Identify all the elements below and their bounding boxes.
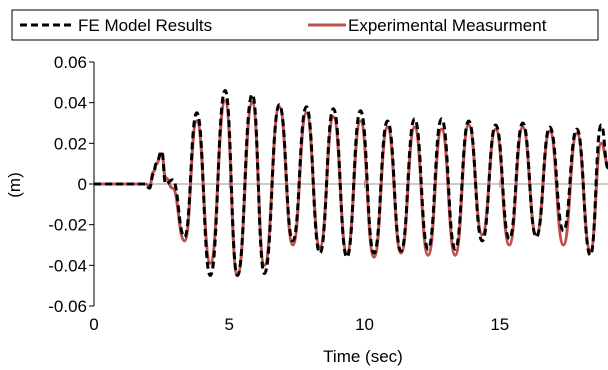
y-tick-label: -0.02 [48,216,87,235]
plot-area: -0.06 -0.04 -0.02 0 0.02 0.04 0.06 0 5 10 15 [48,53,608,334]
y-tick-label: 0.04 [54,94,87,113]
x-tick-label: 0 [89,315,98,334]
series-line-fe [94,89,608,277]
legend-label-fe: FE Model Results [78,16,212,35]
x-tick-label: 5 [225,315,234,334]
x-tick-label: 10 [355,315,374,334]
y-tick-label: -0.04 [48,256,87,275]
legend-label-experimental: Experimental Measurment [348,16,547,35]
legend-box [11,9,599,41]
y-tick-label: 0.06 [54,53,87,72]
x-axis-title: Time (sec) [323,347,403,366]
x-tick-label: 15 [490,315,509,334]
y-tick-label: 0.02 [54,134,87,153]
y-tick-label: -0.06 [48,297,87,316]
y-axis-title: (m) [5,172,24,197]
y-tick-label: 0 [78,175,87,194]
legend: FE Model Results Experimental Measurment [11,9,599,41]
tick-labels: -0.06 -0.04 -0.02 0 0.02 0.04 0.06 0 5 10 15 [48,53,509,334]
